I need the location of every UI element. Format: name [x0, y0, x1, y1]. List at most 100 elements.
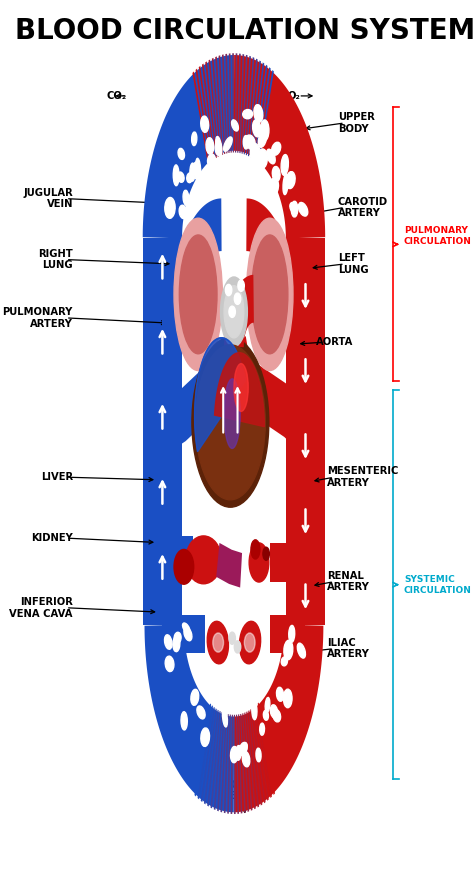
Ellipse shape: [230, 746, 238, 763]
Ellipse shape: [246, 135, 255, 150]
Polygon shape: [239, 54, 244, 153]
Polygon shape: [160, 363, 217, 455]
Polygon shape: [201, 707, 215, 802]
Ellipse shape: [222, 709, 228, 727]
Ellipse shape: [232, 120, 238, 131]
Ellipse shape: [208, 154, 215, 166]
Polygon shape: [246, 57, 255, 155]
Polygon shape: [227, 715, 231, 814]
Ellipse shape: [234, 641, 241, 653]
Text: LEFT
LUNG: LEFT LUNG: [337, 253, 368, 275]
Ellipse shape: [164, 635, 172, 649]
Ellipse shape: [286, 172, 295, 188]
Polygon shape: [210, 390, 232, 451]
Text: CO₂: CO₂: [106, 91, 127, 101]
Ellipse shape: [238, 280, 244, 292]
Polygon shape: [194, 337, 246, 452]
Ellipse shape: [224, 137, 232, 152]
Ellipse shape: [270, 705, 278, 718]
Ellipse shape: [269, 178, 279, 195]
Ellipse shape: [174, 218, 222, 371]
Ellipse shape: [240, 743, 247, 755]
Polygon shape: [173, 198, 221, 307]
Ellipse shape: [263, 548, 269, 561]
Ellipse shape: [265, 697, 270, 712]
Ellipse shape: [264, 710, 268, 720]
Ellipse shape: [165, 197, 175, 218]
Ellipse shape: [273, 710, 281, 722]
Ellipse shape: [246, 218, 293, 371]
Ellipse shape: [260, 723, 264, 735]
Ellipse shape: [236, 745, 241, 760]
Ellipse shape: [234, 364, 248, 412]
Ellipse shape: [207, 621, 228, 664]
Text: RENAL
ARTERY: RENAL ARTERY: [327, 571, 370, 592]
Polygon shape: [202, 64, 215, 159]
Ellipse shape: [249, 543, 269, 582]
Ellipse shape: [183, 190, 189, 205]
Polygon shape: [254, 706, 269, 801]
Text: SYSTEMIC
CIRCULATION: SYSTEMIC CIRCULATION: [404, 575, 472, 595]
Ellipse shape: [290, 202, 297, 213]
Polygon shape: [214, 712, 223, 810]
Polygon shape: [252, 62, 264, 159]
Ellipse shape: [284, 640, 293, 660]
Polygon shape: [210, 710, 221, 809]
Ellipse shape: [213, 633, 224, 652]
Ellipse shape: [204, 735, 208, 745]
Polygon shape: [242, 713, 249, 812]
Polygon shape: [250, 709, 263, 806]
Polygon shape: [163, 615, 205, 653]
Polygon shape: [209, 60, 219, 157]
Polygon shape: [249, 362, 310, 454]
Ellipse shape: [192, 337, 269, 507]
Ellipse shape: [224, 286, 244, 338]
Polygon shape: [215, 56, 223, 155]
Polygon shape: [234, 715, 236, 814]
Polygon shape: [219, 55, 225, 154]
Ellipse shape: [174, 632, 181, 644]
Ellipse shape: [186, 199, 191, 208]
Ellipse shape: [234, 293, 241, 304]
Polygon shape: [194, 703, 211, 796]
Ellipse shape: [242, 752, 250, 766]
Polygon shape: [252, 708, 265, 803]
Polygon shape: [235, 53, 237, 152]
Polygon shape: [256, 704, 272, 798]
Polygon shape: [246, 198, 295, 307]
Polygon shape: [224, 275, 254, 347]
Ellipse shape: [281, 657, 287, 666]
Polygon shape: [270, 615, 306, 653]
Ellipse shape: [193, 162, 201, 180]
Polygon shape: [284, 281, 306, 334]
Ellipse shape: [229, 632, 236, 644]
Text: KIDNEY: KIDNEY: [31, 533, 73, 543]
Ellipse shape: [243, 136, 249, 149]
Text: MESENTERIC
ARTERY: MESENTERIC ARTERY: [327, 466, 398, 488]
Ellipse shape: [201, 728, 210, 746]
Polygon shape: [254, 65, 267, 160]
Text: LOWER
BODY: LOWER BODY: [225, 780, 264, 802]
Polygon shape: [205, 61, 217, 159]
Polygon shape: [286, 237, 325, 625]
Ellipse shape: [272, 166, 280, 181]
Ellipse shape: [179, 235, 217, 354]
Ellipse shape: [229, 306, 236, 317]
Ellipse shape: [201, 116, 209, 132]
Polygon shape: [199, 66, 213, 161]
Polygon shape: [163, 536, 193, 575]
Ellipse shape: [243, 110, 253, 119]
Ellipse shape: [174, 549, 194, 584]
Ellipse shape: [225, 285, 232, 296]
Polygon shape: [195, 338, 246, 452]
Ellipse shape: [177, 172, 184, 182]
Text: AORTA: AORTA: [316, 337, 354, 347]
Ellipse shape: [178, 148, 184, 159]
Polygon shape: [232, 53, 234, 152]
Polygon shape: [244, 56, 251, 154]
Ellipse shape: [206, 138, 214, 154]
Polygon shape: [234, 625, 323, 812]
Ellipse shape: [254, 104, 263, 123]
Polygon shape: [229, 336, 255, 406]
Polygon shape: [145, 625, 234, 812]
